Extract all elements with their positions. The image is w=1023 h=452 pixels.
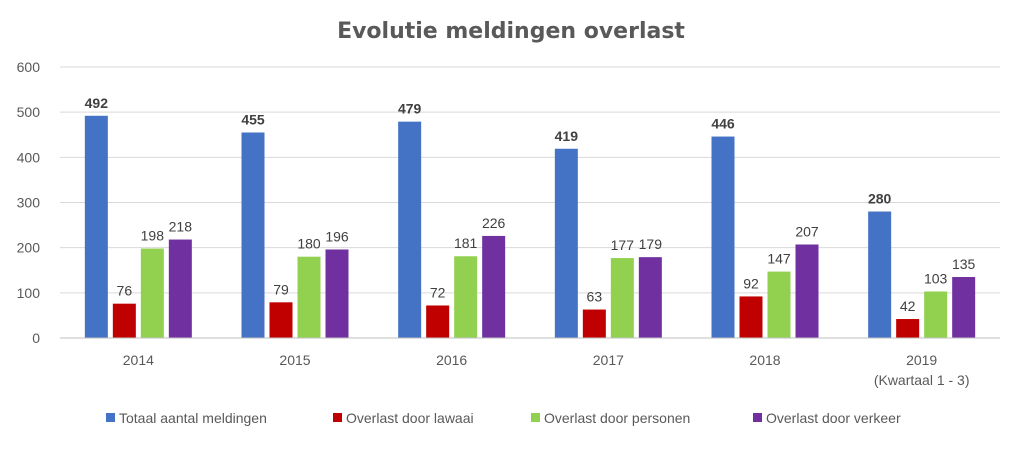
data-label: 196 [325,228,349,244]
data-label: 479 [398,101,422,117]
data-label: 76 [117,283,133,299]
bar [711,136,735,338]
data-label: 207 [795,224,819,240]
legend-swatch [531,413,540,422]
data-label: 63 [587,289,603,305]
y-tick-label: 400 [17,149,41,165]
y-tick-label: 600 [17,59,41,75]
data-label: 218 [169,219,193,235]
bar [398,121,422,338]
data-label: 419 [555,128,579,144]
legend-label: Overlast door lawaai [346,410,474,426]
bar [767,271,791,338]
bar [454,256,478,338]
data-label: 226 [482,215,506,231]
chart-title: Evolutie meldingen overlast [337,19,685,44]
bar [795,244,819,338]
data-label: 147 [767,251,791,267]
x-axis: 2014 2015 2016 2017 2018 2019 (Kwartaal 1 - 3) [60,337,1000,388]
x-tick-label: 2016 [436,352,467,368]
data-label: 492 [85,95,109,111]
x-tick-label: 2014 [123,352,154,368]
bar [269,302,293,338]
bar [297,256,321,338]
y-tick-label: 200 [17,240,41,256]
data-label: 455 [241,111,265,127]
bar [482,235,506,338]
x-tick-label: 2015 [279,352,310,368]
data-label: 79 [273,281,289,297]
bar [168,239,192,338]
legend: Totaal aantal meldingen Overlast door law… [106,410,901,426]
bars [84,115,976,338]
x-tick-label: 2019 [906,352,937,368]
bar [325,249,349,338]
data-label: 446 [711,116,735,132]
bar [582,309,606,338]
bar [241,132,265,338]
data-label: 72 [430,284,446,300]
bar [610,258,634,338]
legend-swatch [106,413,115,422]
y-tick-label: 300 [17,195,41,211]
data-label: 42 [900,298,916,314]
y-tick-label: 0 [32,330,40,346]
x-tick-label: 2017 [593,352,624,368]
data-label: 135 [952,256,976,272]
grid [60,66,1000,294]
bar [140,248,164,338]
legend-swatch [753,413,762,422]
bar [84,115,108,338]
data-label: 103 [924,270,948,286]
bar [868,211,892,338]
bar [638,257,662,338]
legend-label: Overlast door personen [544,410,690,426]
bar [952,277,976,338]
data-label: 280 [868,191,892,207]
bar [739,296,763,338]
data-label: 180 [297,236,321,252]
y-axis: 0 100 200 300 400 500 600 [17,59,41,346]
legend-swatch [333,413,342,422]
y-tick-label: 100 [17,285,41,301]
data-label: 177 [611,237,635,253]
bar [112,303,136,338]
bar [896,319,920,338]
data-label: 181 [454,235,478,251]
legend-label: Overlast door verkeer [766,410,901,426]
legend-label: Totaal aantal meldingen [119,410,267,426]
y-tick-label: 500 [17,104,41,120]
data-label: 198 [141,228,165,244]
x-tick-label: (Kwartaal 1 - 3) [874,372,970,388]
bar [554,148,578,338]
x-tick-label: 2018 [749,352,780,368]
data-label: 92 [743,275,759,291]
data-label: 179 [639,236,663,252]
bar [924,291,948,338]
bar [426,305,450,338]
